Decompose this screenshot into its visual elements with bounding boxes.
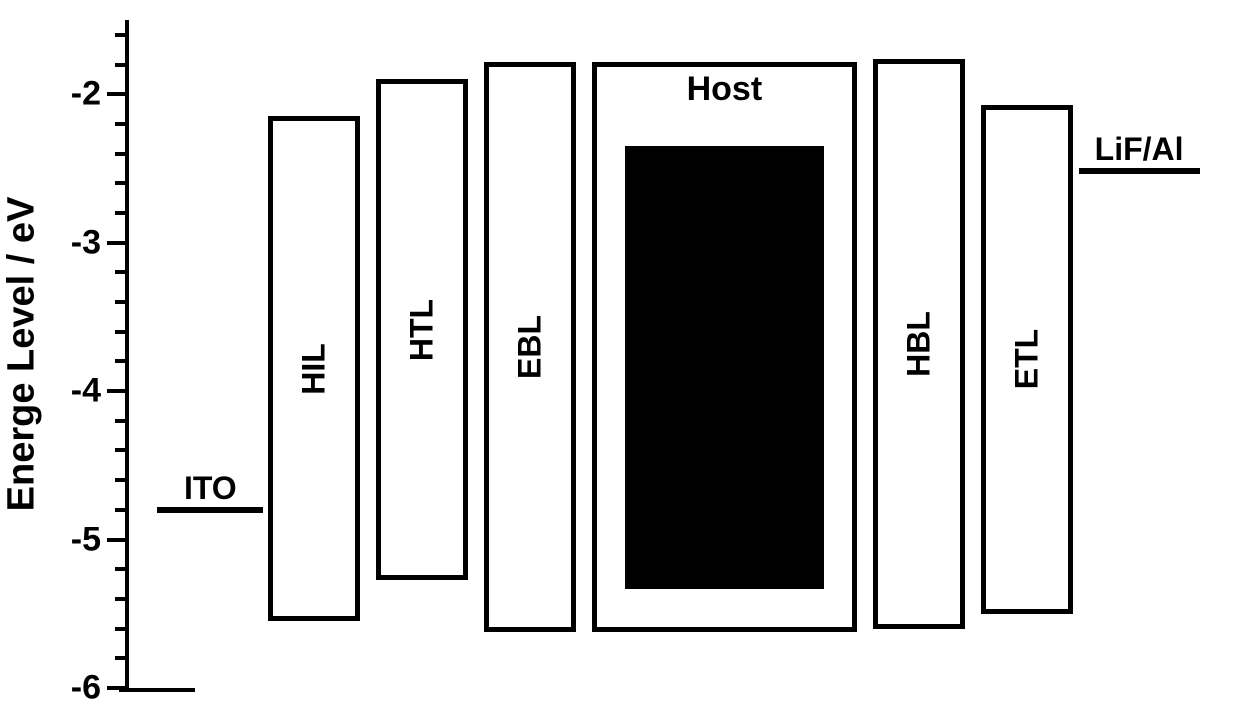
y-tick-minor <box>115 567 125 571</box>
energy-level-diagram: -2 -3 -4 -5 -6 Energe Level / eV HIL HTL EBL Host… <box>0 0 1240 717</box>
y-axis <box>125 20 129 688</box>
y-tick-minor <box>115 181 125 185</box>
y-tick-major <box>107 538 125 542</box>
electrode-label-lif_al: LiF/Al <box>1095 131 1184 168</box>
y-tick-major <box>107 241 125 245</box>
layer-dopant <box>625 146 825 588</box>
y-tick-major <box>107 92 125 96</box>
y-tick-minor <box>115 508 125 512</box>
y-tick-label: -3 <box>71 223 101 262</box>
electrode-line-ito <box>157 507 263 513</box>
y-tick-major <box>107 389 125 393</box>
layer-label-htl: HTL <box>404 298 441 360</box>
y-tick-label: -4 <box>71 372 101 411</box>
y-tick-label: -6 <box>71 669 101 708</box>
y-tick-minor <box>115 122 125 126</box>
layer-label-hil: HIL <box>296 343 333 395</box>
y-tick-minor <box>115 270 125 274</box>
y-tick-minor <box>115 627 125 631</box>
y-tick-label: -2 <box>71 75 101 114</box>
layer-label-ebl: EBL <box>512 315 549 379</box>
y-tick-minor <box>115 359 125 363</box>
y-tick-minor <box>115 597 125 601</box>
y-axis-title: Energe Level / eV <box>1 197 44 512</box>
y-tick-minor <box>115 478 125 482</box>
layer-label-host: Host <box>687 70 763 109</box>
y-tick-major <box>107 686 125 690</box>
y-tick-minor <box>115 330 125 334</box>
y-tick-label: -5 <box>71 520 101 559</box>
electrode-line-lif_al <box>1079 168 1200 174</box>
y-tick-minor <box>115 419 125 423</box>
layer-label-hbl: HBL <box>900 311 937 377</box>
y-tick-minor <box>115 33 125 37</box>
y-tick-minor <box>115 152 125 156</box>
electrode-label-ito: ITO <box>184 470 237 507</box>
y-tick-minor <box>115 211 125 215</box>
y-tick-minor <box>115 448 125 452</box>
y-tick-minor <box>115 656 125 660</box>
x-axis-baseline <box>119 688 195 692</box>
y-tick-minor <box>115 300 125 304</box>
y-tick-minor <box>115 63 125 67</box>
layer-label-etl: ETL <box>1008 329 1045 389</box>
